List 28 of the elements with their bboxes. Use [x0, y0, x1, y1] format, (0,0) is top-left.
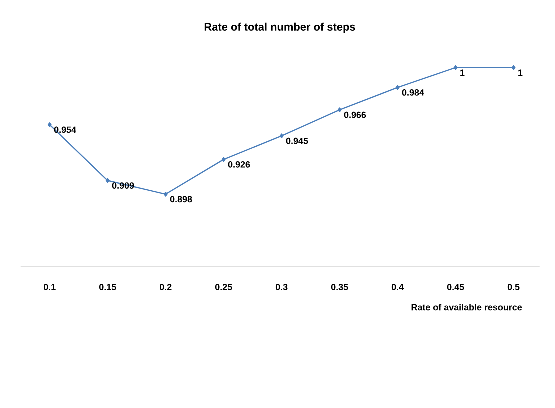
point	[106, 178, 110, 184]
data-label: 1	[518, 70, 523, 76]
x-tick-label: 0.35	[331, 284, 348, 290]
point	[396, 85, 400, 90]
point	[280, 134, 284, 139]
data-label: 0.966	[344, 112, 366, 118]
x-axis-title: Rate of available resource	[412, 304, 522, 311]
point	[512, 65, 516, 70]
x-tick-label: 0.1	[44, 284, 56, 290]
data-label: 0.984	[402, 90, 424, 96]
x-tick-label: 0.3	[276, 284, 288, 290]
point	[48, 122, 52, 128]
data-label: 0.954	[54, 126, 76, 134]
x-tick-label: 0.45	[447, 284, 464, 290]
point	[222, 157, 226, 162]
x-tick-label: 0.25	[215, 284, 232, 290]
x-tick-label: 0.5	[508, 284, 520, 290]
data-label: 0.926	[228, 162, 250, 168]
chart-title: Rate of total number of steps	[204, 22, 356, 34]
data-label: 0.945	[286, 138, 308, 144]
point	[454, 65, 458, 70]
point	[164, 192, 168, 197]
data-label: 1	[460, 70, 465, 76]
x-tick-label: 0.15	[100, 284, 116, 290]
data-label: 0.898	[170, 196, 192, 203]
point	[338, 108, 342, 112]
x-tick-label: 0.2	[160, 284, 172, 290]
x-tick-label: 0.4	[392, 284, 404, 290]
